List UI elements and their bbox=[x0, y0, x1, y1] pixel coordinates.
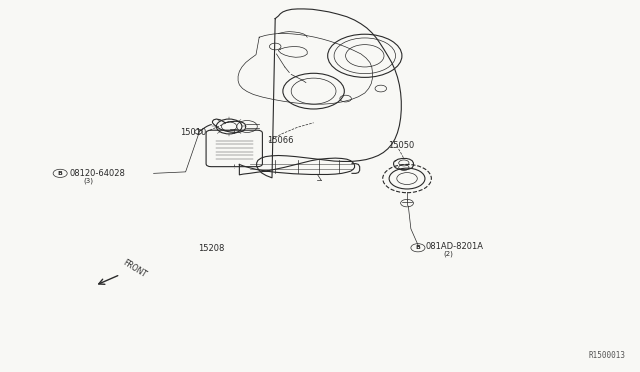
Text: 15010: 15010 bbox=[180, 128, 207, 137]
Text: (2): (2) bbox=[443, 250, 452, 257]
Text: R1500013: R1500013 bbox=[589, 351, 626, 360]
Text: 081AD-8201A: 081AD-8201A bbox=[426, 242, 484, 251]
Text: 15066: 15066 bbox=[268, 136, 294, 145]
Text: B: B bbox=[415, 245, 420, 250]
Text: FRONT: FRONT bbox=[121, 258, 148, 279]
Text: 08120-64028: 08120-64028 bbox=[69, 169, 125, 178]
Text: B: B bbox=[58, 171, 63, 176]
Text: (3): (3) bbox=[83, 177, 93, 184]
Text: 15208: 15208 bbox=[198, 244, 225, 253]
Text: 15050: 15050 bbox=[388, 141, 415, 150]
